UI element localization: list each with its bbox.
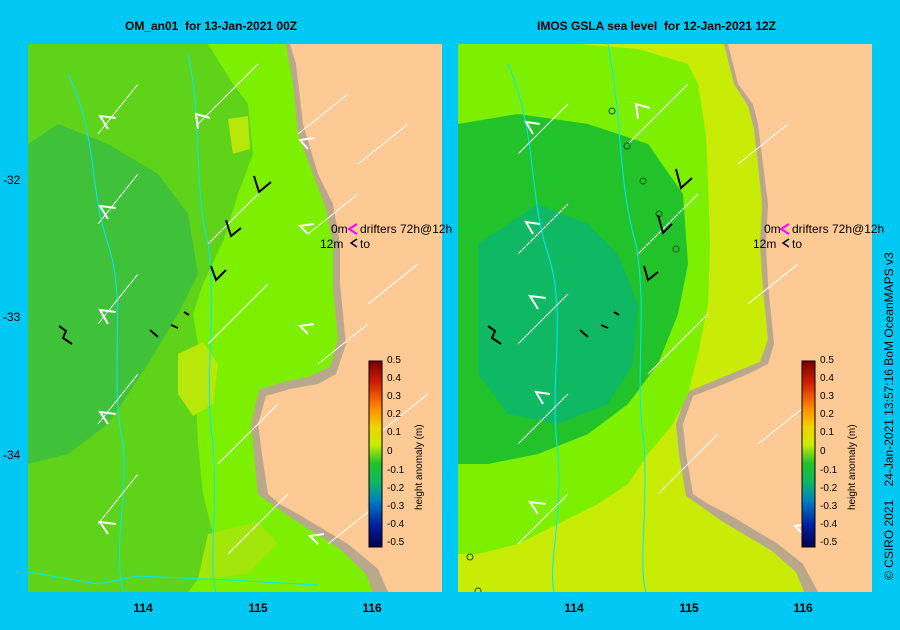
anomaly-zone: [178, 342, 218, 416]
anomaly-zone: [478, 204, 638, 424]
colorbar-tick: -0.4: [820, 519, 838, 530]
colorbar-tick: 0.1: [387, 427, 401, 438]
right-colorbar-title: height anomaly (m): [847, 424, 858, 510]
drifter-legend-old-depth: 0m: [331, 222, 348, 236]
left-colorbar-title: height anomaly (m): [414, 424, 425, 510]
y-tick-label: -33: [3, 310, 21, 324]
x-tick-label: 114: [564, 601, 584, 615]
colorbar-tick: 0.5: [387, 355, 401, 366]
colorbar-tick: 0: [387, 446, 393, 457]
gauge-circles: [466, 107, 680, 592]
anomaly-zone: [228, 116, 250, 154]
colorbar-tick: -0.1: [820, 465, 838, 476]
colorbar-tick: 0.4: [387, 373, 401, 384]
y-tick-label: -34: [3, 448, 21, 462]
colorbar-tick: -0.1: [387, 465, 405, 476]
x-tick-label: 115: [248, 601, 268, 615]
colorbar-tick: -0.5: [387, 537, 405, 548]
colorbar-tick: 0.5: [820, 355, 834, 366]
colorbar-tick: -0.5: [820, 537, 838, 548]
right-map: [458, 44, 872, 592]
drifter-legend-new-depth: 12m: [320, 237, 344, 251]
colorbar-tick: -0.2: [387, 483, 405, 494]
drifter-legend-old-depth-right: 0m: [764, 222, 781, 236]
credit-text: © CSIRO 2021 24-Jan-2021 13:57:16 BoM Oc…: [882, 252, 896, 580]
colorbar-tick: 0.3: [387, 391, 401, 402]
colorbar-tick: -0.4: [387, 519, 405, 530]
colorbar-tick: 0.1: [820, 427, 834, 438]
right-colorbar: [801, 360, 816, 548]
drifter-legend-new-text-right: to: [792, 237, 803, 251]
contour-line: [67, 73, 125, 592]
anomaly-zone: [28, 124, 198, 464]
left-panel-title: OM_an01 for 13-Jan-2021 00Z: [125, 19, 298, 33]
colorbar-tick: 0.4: [820, 373, 834, 384]
right-panel-title: IMOS GSLA sea level for 12-Jan-2021 12Z: [537, 19, 776, 33]
contour-line: [607, 44, 647, 592]
colorbar-gradient: [368, 360, 383, 548]
drifter-tracks: [58, 175, 272, 345]
current-vector-field: [517, 83, 809, 545]
x-tick-label: 115: [679, 601, 699, 615]
current-vector-field: [97, 63, 429, 555]
current-arrows: [97, 112, 325, 545]
colorbar-tick: -0.3: [820, 501, 838, 512]
current-arrows: [524, 102, 810, 535]
drifter-legend-new-text: to: [360, 237, 371, 251]
colorbar-tick: 0: [820, 446, 826, 457]
x-tick-label: 116: [793, 601, 813, 615]
colorbar-tick: 0.2: [387, 409, 401, 420]
drifter-legend-old-text: drifters 72h@12h: [360, 222, 453, 236]
colorbar-tick: -0.3: [387, 501, 405, 512]
y-tick-label: -32: [3, 173, 21, 187]
contour-line: [28, 571, 319, 586]
x-tick-label: 114: [133, 601, 153, 615]
drifter-tracks: [487, 168, 693, 345]
drifter-legend-new-depth-right: 12m: [753, 237, 777, 251]
colorbar-tick: 0.3: [820, 391, 834, 402]
colorbar-tick: 0.2: [820, 409, 834, 420]
colorbar-gradient: [801, 360, 816, 548]
left-colorbar: [368, 360, 383, 548]
drifter-legend-old-text-right: drifters 72h@12h: [792, 222, 885, 236]
contour-line: [507, 63, 560, 592]
contour-line: [187, 53, 217, 592]
colorbar-tick: -0.2: [820, 483, 838, 494]
anomaly-zone: [198, 522, 278, 579]
x-tick-label: 116: [362, 601, 382, 615]
